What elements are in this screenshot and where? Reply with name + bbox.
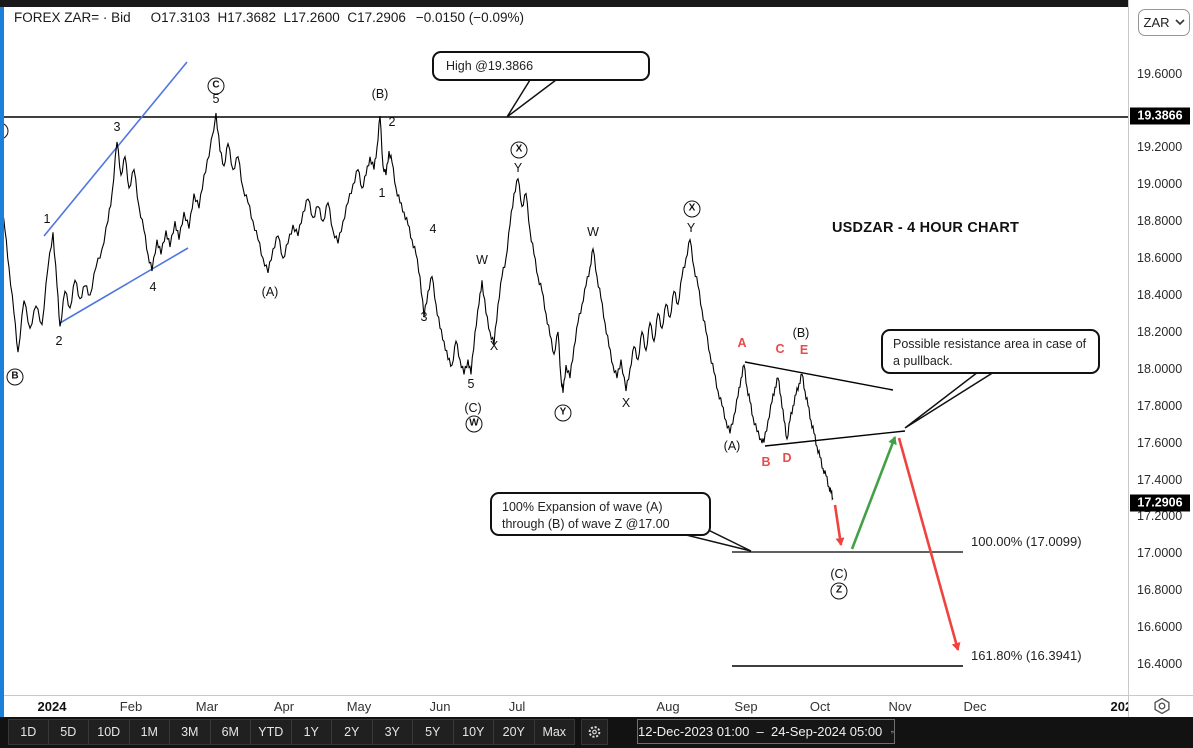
price-tick: 17.0000: [1137, 546, 1183, 561]
quote-header: FOREX ZAR= · Bid O17.3103 H17.3682 L17.26…: [14, 10, 524, 32]
time-axis-months: 2024 Feb Mar Apr May Jun Jul Aug Sep Oct Nov Dec 202…: [0, 696, 1128, 718]
range-button-6m[interactable]: 6M: [210, 719, 251, 745]
time-axis[interactable]: 2024 Feb Mar Apr May Jun Jul Aug Sep Oct Nov Dec 202…: [0, 695, 1193, 717]
price-tick: 19.2000: [1137, 140, 1183, 155]
currency-label: ZAR: [1143, 15, 1170, 30]
range-button-1y[interactable]: 1Y: [291, 719, 332, 745]
arrow-green-pullback[interactable]: [850, 436, 897, 550]
range-button-5d[interactable]: 5D: [48, 719, 89, 745]
price-axis[interactable]: 19.6000 19.2000 19.0000 18.8000 18.6000 18.40…: [1129, 7, 1193, 695]
price-tick: 16.6000: [1137, 620, 1183, 635]
price-tick: 19.0000: [1137, 177, 1183, 192]
range-button-3m[interactable]: 3M: [170, 719, 211, 745]
range-button-10y[interactable]: 10Y: [453, 719, 494, 745]
price-tick: 19.6000: [1137, 66, 1183, 81]
callout-resistance[interactable]: Possible resistance area in case of a pu…: [881, 329, 1100, 374]
range-button-10d[interactable]: 10D: [89, 719, 130, 745]
time-tick-Feb: Feb: [119, 699, 143, 714]
range-button-1d[interactable]: 1D: [8, 719, 49, 745]
price-tick: 18.6000: [1137, 251, 1183, 266]
price-tick: 18.4000: [1137, 288, 1183, 302]
price-badge-19.3866: 19.3866: [1130, 107, 1190, 125]
time-tick-Oct: Oct: [809, 699, 831, 714]
calendar-icon: [891, 730, 894, 733]
top-strip: [0, 0, 1128, 7]
change-value: −0.0150 (−0.09%): [415, 10, 524, 25]
price-tick: 17.6000: [1137, 435, 1183, 450]
wedge-lower-line[interactable]: [764, 430, 906, 447]
range-button-max[interactable]: Max: [534, 719, 575, 745]
price-tick: 18.0000: [1137, 361, 1183, 376]
time-tick-Sep: Sep: [734, 699, 758, 714]
date-range-picker[interactable]: 12-Dec-2023 01:00 – 24-Sep-2024 05:00: [637, 719, 895, 744]
time-tick-Mar: Mar: [195, 699, 219, 714]
time-tick-Jul: Jul: [508, 699, 526, 714]
range-button-ytd[interactable]: YTD: [251, 719, 292, 745]
chevron-down-icon: [1174, 19, 1185, 26]
range-button-5y[interactable]: 5Y: [413, 719, 454, 745]
time-tick-May: May: [346, 699, 372, 714]
price-series-path: [0, 112, 834, 501]
settings-gear-icon: [588, 726, 601, 738]
time-tick-2024: 2024: [37, 699, 67, 714]
price-tick: 16.8000: [1137, 583, 1183, 598]
chart-settings-button[interactable]: [581, 719, 608, 745]
axis-settings-icon[interactable]: [1153, 697, 1175, 717]
time-tick-Dec: Dec: [963, 699, 987, 714]
fib-161-label: 161.80% (16.3941): [971, 648, 1082, 663]
fib-100-label: 100.00% (17.0099): [971, 534, 1082, 549]
bottom-toolbar: 1D 5D 10D 1M 3M 6M YTD 1Y 2Y 3Y 5Y 10Y 20Y Max 12-Dec…: [0, 717, 1193, 748]
chart-title: USDZAR - 4 HOUR CHART: [832, 220, 1020, 236]
price-tick: 17.4000: [1137, 472, 1183, 487]
range-button-1m[interactable]: 1M: [129, 719, 170, 745]
currency-selector[interactable]: ZAR: [1138, 9, 1190, 36]
price-tick: 18.8000: [1137, 214, 1183, 229]
range-button-3y[interactable]: 3Y: [372, 719, 413, 745]
range-button-20y[interactable]: 20Y: [494, 719, 535, 745]
window-edge-accent: [0, 7, 4, 717]
time-tick-Nov: Nov: [888, 699, 912, 714]
callout-high[interactable]: High @19.3866: [432, 51, 650, 81]
price-tick: 18.2000: [1137, 324, 1183, 339]
callout-expansion[interactable]: 100% Expansion of wave (A) through (B) o…: [490, 492, 711, 536]
pane-divider: [1128, 0, 1129, 717]
trendline-blue-lower[interactable]: [59, 247, 189, 324]
price-badge-17.2906: 17.2906: [1130, 494, 1190, 512]
range-buttons: 1D 5D 10D 1M 3M 6M YTD 1Y 2Y 3Y 5Y 10Y 20Y Max: [8, 719, 575, 745]
symbol-name: FOREX ZAR= · Bid: [14, 10, 131, 25]
arrow-red-drop[interactable]: [833, 504, 845, 546]
time-tick-Aug: Aug: [656, 699, 680, 714]
date-range-text: 12-Dec-2023 01:00 – 24-Sep-2024 05:00: [638, 724, 883, 739]
price-tick: 17.2000: [1137, 509, 1183, 524]
callout-tail-high: [506, 79, 559, 118]
callout-tail-resistance: [904, 371, 997, 429]
arrow-red-target[interactable]: [897, 437, 961, 651]
time-tick-2025: 2025: [1110, 699, 1128, 714]
price-tick: 16.4000: [1137, 657, 1183, 671]
time-tick-Apr: Apr: [273, 699, 295, 714]
range-button-2y[interactable]: 2Y: [332, 719, 373, 745]
ohlc-values: O17.3103 H17.3682 L17.2600 C17.2906: [150, 10, 406, 25]
wedge-upper-line[interactable]: [744, 361, 894, 391]
trendline-blue-upper[interactable]: [43, 61, 188, 237]
price-tick: 17.8000: [1137, 398, 1183, 413]
time-tick-Jun: Jun: [429, 699, 451, 714]
